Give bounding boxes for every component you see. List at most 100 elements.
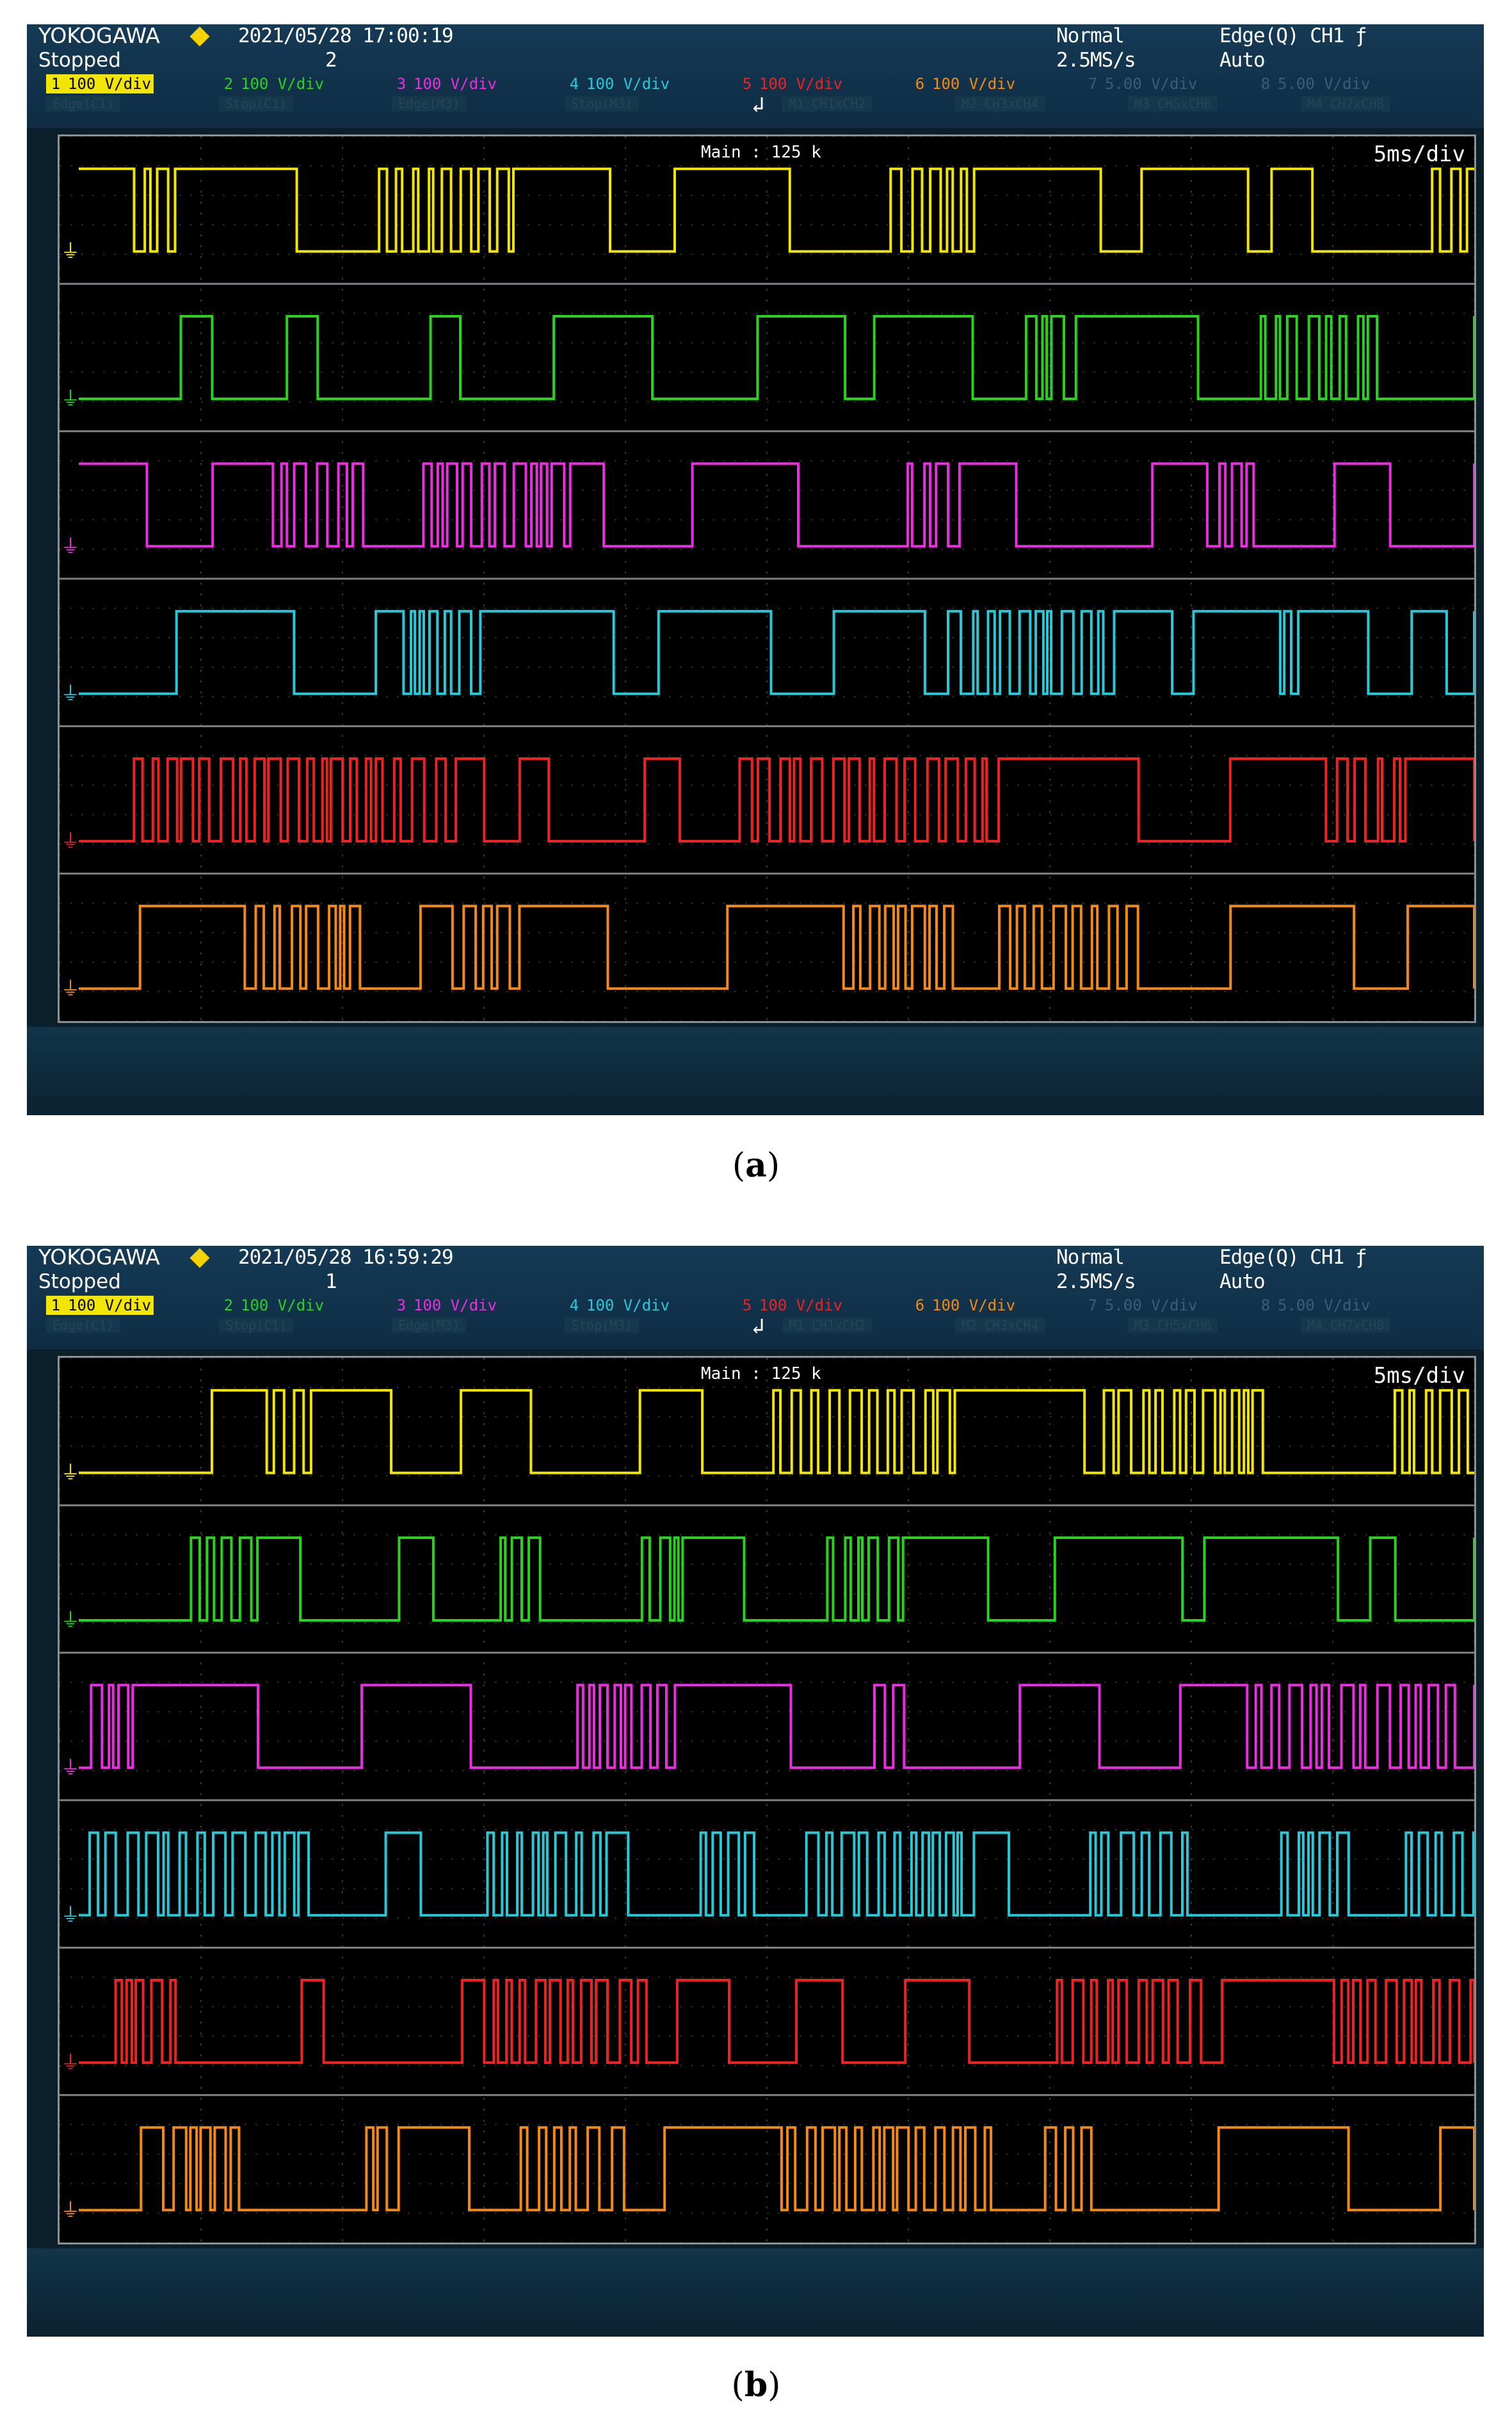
math-setting-cell[interactable]: Edge(M3)	[392, 96, 467, 111]
channel-number: 4	[569, 75, 579, 93]
math-setting-cell[interactable]: Edge(C1)	[46, 1317, 121, 1333]
waveform-display: ⏚ ⏚ ⏚ ⏚ ⏚ ⏚ Main : 125 k 5ms/div	[58, 134, 1476, 1023]
channel-scale: 100 V/div	[932, 1296, 1016, 1314]
time-per-div: 5ms/div	[1373, 141, 1465, 167]
waveform-display: ⏚ ⏚ ⏚ ⏚ ⏚ ⏚ Main : 125 k 5ms/div	[58, 1356, 1476, 2244]
channel-number: 8	[1260, 75, 1271, 93]
channel-scale: 100 V/div	[759, 75, 843, 93]
channel-number: 2	[223, 1296, 234, 1314]
channel-number: 5	[742, 1296, 752, 1314]
channel-5-trace	[79, 757, 1474, 842]
channel-4-setting[interactable]: 4 100 V/div	[565, 74, 672, 93]
channel-number: 5	[742, 75, 752, 93]
trigger-mode: Auto	[1219, 1270, 1266, 1293]
channel-2-ground-marker: ⏚	[61, 1609, 80, 1632]
brand-logo: YOKOGAWA	[38, 1246, 160, 1269]
channel-1-trace	[79, 1389, 1474, 1474]
channel-4-ground-marker: ⏚	[61, 1905, 80, 1927]
channel-6-ground-marker: ⏚	[61, 2199, 80, 2221]
channel-2-setting[interactable]: 2 100 V/div	[219, 1296, 326, 1315]
channel-4-trace	[79, 609, 1474, 695]
channel-6-trace	[79, 2126, 1474, 2212]
math-setting-cell[interactable]: M1 CH1xCH2	[782, 1317, 873, 1333]
channel-scale: 100 V/div	[414, 75, 497, 93]
waveform-svg: ⏚ ⏚ ⏚ ⏚ ⏚ ⏚	[60, 1358, 1474, 2243]
channel-1-trace	[79, 167, 1474, 253]
channel-scale: 100 V/div	[241, 75, 325, 93]
channel-scale: 100 V/div	[586, 75, 670, 93]
channel-3-ground-marker: ⏚	[61, 535, 80, 558]
math-setting-cell[interactable]: M4 CH7xCH8	[1301, 1317, 1391, 1333]
acq-status: Stopped	[38, 1270, 121, 1293]
datetime: 2021/05/28 17:00:19	[238, 24, 454, 47]
channel-1-ground-marker: ⏚	[61, 241, 80, 263]
math-setting-cell[interactable]: Edge(C1)	[46, 96, 121, 111]
trigger-setting: Edge(Q) CH1 ƒ	[1219, 1246, 1367, 1269]
trigger-setting: Edge(Q) CH1 ƒ	[1219, 24, 1367, 47]
channel-7-setting[interactable]: 7 5.00 V/div	[1083, 74, 1200, 93]
channel-settings-row: 1 100 V/div 2 100 V/div 3 100 V/div 4 100 V/div…	[27, 74, 1484, 93]
channel-number: 1	[46, 1296, 65, 1315]
sample-rate: 2.5MS/s	[1056, 49, 1136, 72]
math-setting-cell[interactable]: Stop(C1)	[219, 96, 294, 111]
math-setting-cell[interactable]: M3 CH5xCH6	[1128, 1317, 1218, 1333]
math-setting-cell[interactable]: M4 CH7xCH8	[1301, 96, 1391, 111]
channel-7-setting[interactable]: 7 5.00 V/div	[1083, 1296, 1200, 1315]
trigger-position-icon: ↲	[752, 1314, 765, 1339]
soft-key-bar	[27, 2248, 1484, 2337]
channel-number: 4	[569, 1296, 579, 1314]
channel-number: 3	[396, 75, 406, 93]
waveform-svg: ⏚ ⏚ ⏚ ⏚ ⏚ ⏚	[60, 136, 1474, 1021]
caption-b: (b)	[731, 2365, 781, 2405]
math-setting-cell[interactable]: Edge(M3)	[392, 1317, 467, 1333]
math-setting-cell[interactable]: M2 CH3xCH4	[955, 1317, 1045, 1333]
running-indicator-icon	[189, 26, 210, 47]
channel-6-trace	[79, 905, 1474, 990]
channel-number: 6	[915, 75, 925, 93]
channel-8-setting[interactable]: 8 5.00 V/div	[1256, 1296, 1373, 1315]
channel-number: 7	[1088, 75, 1098, 93]
scope-panel-b: YOKOGAWA Stopped 2021/05/28 16:59:29 1 N…	[27, 1246, 1484, 2337]
math-setting-cell[interactable]: M3 CH5xCH6	[1128, 96, 1218, 111]
channel-3-trace	[79, 462, 1474, 548]
acq-status: Stopped	[38, 49, 121, 72]
channel-settings-row: 1 100 V/div 2 100 V/div 3 100 V/div 4 100 V/div…	[27, 1296, 1484, 1315]
channel-3-setting[interactable]: 3 100 V/div	[392, 74, 499, 93]
channel-4-setting[interactable]: 4 100 V/div	[565, 1296, 672, 1315]
main-record-length: Main : 125 k	[701, 143, 821, 162]
channel-2-setting[interactable]: 2 100 V/div	[219, 74, 326, 93]
channel-number: 7	[1088, 1296, 1098, 1314]
channel-5-setting[interactable]: 5 100 V/div	[737, 74, 845, 93]
scope-panel-a: YOKOGAWA Stopped 2021/05/28 17:00:19 2 N…	[27, 24, 1484, 1115]
channel-1-ground-marker: ⏚	[61, 1462, 80, 1485]
channel-6-setting[interactable]: 6 100 V/div	[910, 74, 1018, 93]
channel-6-ground-marker: ⏚	[61, 978, 80, 1000]
channel-3-setting[interactable]: 3 100 V/div	[392, 1296, 499, 1315]
datetime: 2021/05/28 16:59:29	[238, 1246, 454, 1269]
channel-8-setting[interactable]: 8 5.00 V/div	[1256, 74, 1373, 93]
channel-2-trace	[79, 1536, 1474, 1622]
math-settings-row: Edge(C1) Stop(C1) Edge(M3) Stop(M3) M1 CH1xC…	[27, 1316, 1484, 1334]
math-setting-cell[interactable]: M2 CH3xCH4	[955, 96, 1045, 111]
channel-scale: 100 V/div	[65, 74, 154, 93]
channel-2-ground-marker: ⏚	[61, 388, 80, 410]
channel-scale: 100 V/div	[241, 1296, 325, 1314]
brand-logo: YOKOGAWA	[38, 24, 160, 48]
time-per-div: 5ms/div	[1373, 1363, 1465, 1389]
math-setting-cell[interactable]: Stop(M3)	[565, 96, 639, 111]
math-settings-row: Edge(C1) Stop(C1) Edge(M3) Stop(M3) M1 CH1xC…	[27, 95, 1484, 113]
channel-1-setting[interactable]: 1 100 V/div	[46, 1296, 154, 1315]
channel-3-ground-marker: ⏚	[61, 1757, 80, 1779]
channel-5-ground-marker: ⏚	[61, 830, 80, 853]
soft-key-bar	[27, 1027, 1484, 1115]
channel-5-setting[interactable]: 5 100 V/div	[737, 1296, 845, 1315]
acq-count: 1	[325, 1270, 337, 1293]
trigger-mode: Auto	[1219, 49, 1266, 72]
channel-number: 2	[223, 75, 234, 93]
math-setting-cell[interactable]: Stop(C1)	[219, 1317, 294, 1333]
channel-6-setting[interactable]: 6 100 V/div	[910, 1296, 1018, 1315]
scope-header: YOKOGAWA Stopped 2021/05/28 16:59:29 1 N…	[27, 1246, 1484, 1349]
math-setting-cell[interactable]: M1 CH1xCH2	[782, 96, 873, 111]
channel-1-setting[interactable]: 1 100 V/div	[46, 74, 154, 93]
math-setting-cell[interactable]: Stop(M3)	[565, 1317, 639, 1333]
